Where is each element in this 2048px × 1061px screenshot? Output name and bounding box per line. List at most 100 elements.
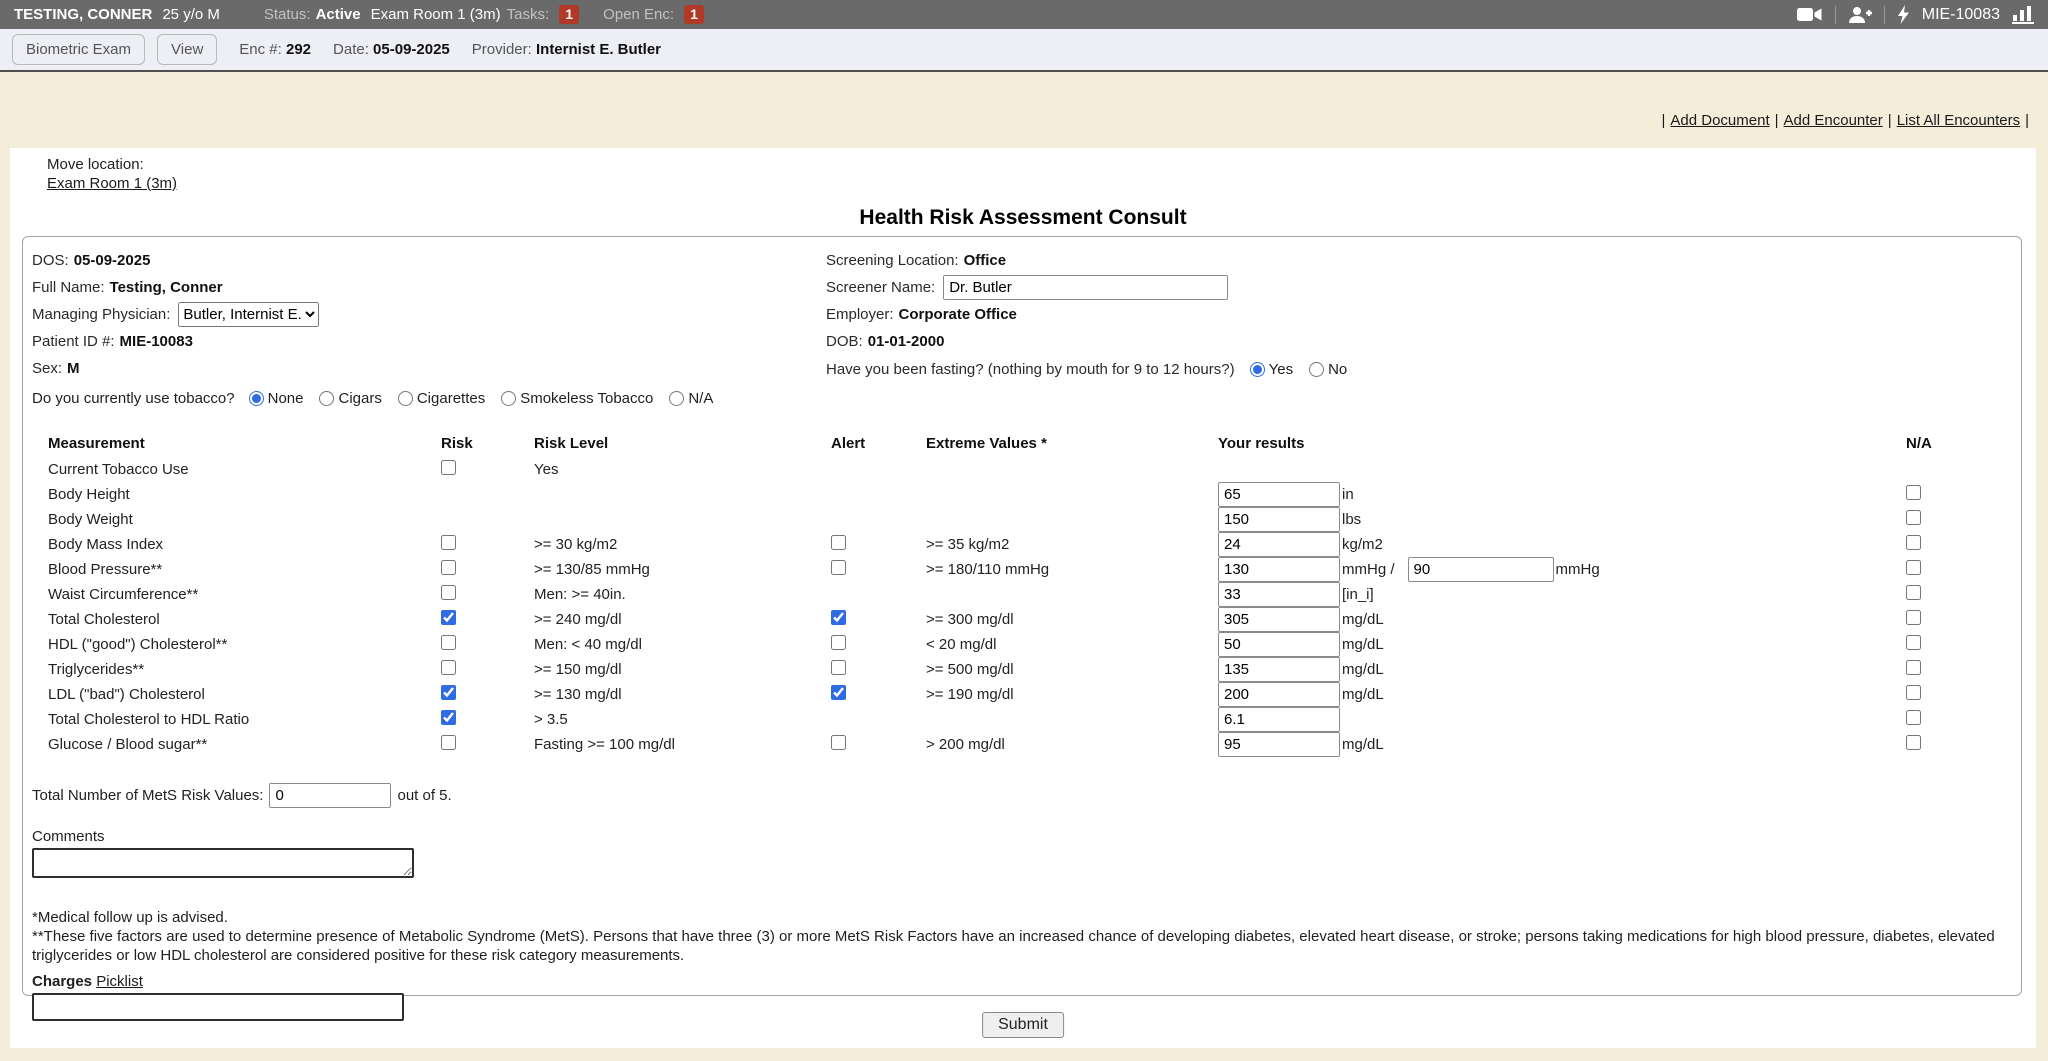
na-checkbox[interactable] (1906, 735, 1921, 750)
room-label: Exam Room 1 (3m) (370, 6, 501, 23)
header-measurement: Measurement (48, 434, 145, 452)
sex-label: Sex: (32, 360, 63, 377)
risk-checkbox[interactable] (441, 460, 456, 475)
biometric-exam-button[interactable]: Biometric Exam (12, 34, 146, 65)
na-checkbox[interactable] (1906, 660, 1921, 675)
tobacco-radio-none[interactable] (248, 390, 264, 406)
result-unit: mg/dL (1342, 661, 1384, 678)
alert-checkbox[interactable] (831, 610, 846, 625)
tobacco-question: Do you currently use tobacco? (32, 389, 235, 407)
result-unit: mg/dL (1342, 736, 1384, 753)
result-input[interactable] (1218, 482, 1340, 507)
risk-checkbox[interactable] (441, 685, 456, 700)
risk-checkbox[interactable] (441, 585, 456, 600)
nav-link-list-all-encounters[interactable]: List All Encounters (1896, 112, 2021, 129)
charges-block: Charges Picklist (23, 973, 2021, 1021)
risk-level-value: >= 30 kg/m2 (534, 536, 618, 553)
na-checkbox[interactable] (1906, 560, 1921, 575)
extreme-value: >= 500 mg/dl (926, 661, 1014, 678)
risk-level-value: Yes (534, 461, 559, 478)
result-input[interactable] (1218, 532, 1340, 557)
comments-textarea[interactable] (32, 848, 414, 878)
na-checkbox[interactable] (1906, 610, 1921, 625)
result-input[interactable] (1218, 682, 1340, 707)
employer-value: Corporate Office (898, 306, 1017, 323)
result-unit: mg/dL (1342, 636, 1384, 653)
fasting-option-label: No (1328, 361, 1348, 378)
alert-checkbox[interactable] (831, 535, 846, 550)
result-input[interactable] (1218, 707, 1340, 732)
na-checkbox[interactable] (1906, 635, 1921, 650)
na-checkbox[interactable] (1906, 710, 1921, 725)
tobacco-option-label: None (267, 389, 304, 407)
na-checkbox[interactable] (1906, 585, 1921, 600)
result-unit: kg/m2 (1342, 536, 1383, 553)
result-input-secondary[interactable] (1407, 557, 1554, 582)
result-unit: [in_i] (1342, 586, 1374, 603)
view-button[interactable]: View (157, 34, 218, 65)
tobacco-radio-cigars[interactable] (319, 390, 335, 406)
result-input[interactable] (1218, 632, 1340, 657)
na-checkbox[interactable] (1906, 685, 1921, 700)
alert-checkbox[interactable] (831, 685, 846, 700)
result-input[interactable] (1218, 507, 1340, 532)
tasks-badge[interactable]: 1 (559, 5, 580, 24)
risk-level-value: >= 130/85 mmHg (534, 561, 650, 578)
video-camera-icon[interactable] (1796, 6, 1823, 23)
tobacco-radio-na[interactable] (669, 390, 685, 406)
result-unit: mg/dL (1342, 611, 1384, 628)
risk-checkbox[interactable] (441, 610, 456, 625)
risk-checkbox[interactable] (441, 660, 456, 675)
footnotes: *Medical follow up is advised. **These f… (23, 908, 2021, 965)
risk-checkbox[interactable] (441, 560, 456, 575)
result-unit: mmHg / (1342, 561, 1395, 578)
tasks-label: Tasks: (506, 6, 550, 23)
charges-input[interactable] (32, 993, 404, 1021)
mets-suffix: out of 5. (397, 787, 452, 804)
alert-checkbox[interactable] (831, 560, 846, 575)
tobacco-radio-smokelesstobacco[interactable] (501, 390, 517, 406)
lightning-icon[interactable] (1897, 5, 1910, 24)
result-input[interactable] (1218, 657, 1340, 682)
mets-total-input[interactable] (269, 783, 392, 808)
risk-level-value: Fasting >= 100 mg/dl (534, 736, 675, 753)
na-checkbox[interactable] (1906, 510, 1921, 525)
risk-checkbox[interactable] (441, 535, 456, 550)
fasting-radio-no[interactable] (1309, 362, 1325, 377)
result-input[interactable] (1218, 557, 1340, 582)
encounter-toolbar: Biometric Exam View Enc #: 292 Date: 05-… (0, 29, 2048, 72)
assessment-form-box: DOS: 05-09-2025 Full Name: Testing, Conner… (22, 236, 2022, 1021)
submit-button[interactable]: Submit (982, 1012, 1064, 1038)
risk-checkbox[interactable] (441, 710, 456, 725)
screener-name-input[interactable] (943, 275, 1229, 300)
extreme-value: >= 300 mg/dl (926, 611, 1014, 628)
move-location-link[interactable]: Exam Room 1 (3m) (47, 175, 178, 192)
na-checkbox[interactable] (1906, 535, 1921, 550)
dos-label: DOS: (32, 252, 69, 269)
managing-physician-select[interactable]: Butler, Internist E. (178, 302, 320, 327)
picklist-link[interactable]: Picklist (96, 973, 143, 990)
tobacco-radio-cigarettes[interactable] (397, 390, 413, 406)
risk-checkbox[interactable] (441, 635, 456, 650)
risk-checkbox[interactable] (441, 735, 456, 750)
fasting-radio-yes[interactable] (1249, 362, 1265, 377)
nav-link-add-encounter[interactable]: Add Encounter (1783, 112, 1883, 129)
bar-chart-icon[interactable] (2012, 5, 2034, 24)
nav-link-add-document[interactable]: Add Document (1670, 112, 1770, 129)
enc-date: Date: 05-09-2025 (333, 41, 450, 58)
alert-checkbox[interactable] (831, 660, 846, 675)
alert-checkbox[interactable] (831, 635, 846, 650)
comments-block: Comments (23, 828, 2021, 882)
patient-name: TESTING, CONNER (14, 6, 153, 23)
result-input[interactable] (1218, 582, 1340, 607)
na-checkbox[interactable] (1906, 485, 1921, 500)
alert-checkbox[interactable] (831, 735, 846, 750)
full-name-value: Testing, Conner (109, 279, 223, 296)
person-add-icon[interactable] (1848, 6, 1872, 24)
result-input[interactable] (1218, 607, 1340, 632)
open-enc-badge[interactable]: 1 (684, 5, 705, 24)
move-location-label: Move location: (47, 156, 144, 173)
measurement-label: Body Weight (48, 511, 133, 528)
table-row: Body Mass Index >= 30 kg/m2 >= 35 kg/m2 kg/… (48, 532, 2021, 557)
result-input[interactable] (1218, 732, 1340, 757)
